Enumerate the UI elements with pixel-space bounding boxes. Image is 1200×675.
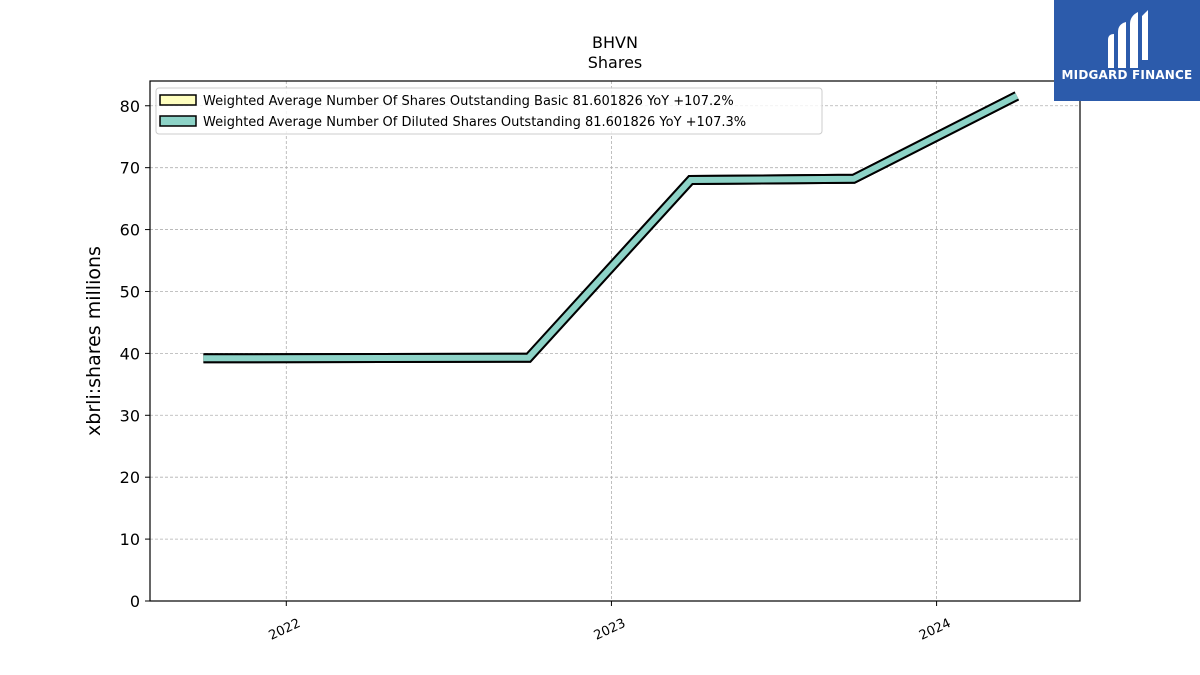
y-tick-label: 70 [120,159,140,178]
x-tick-label: 2023 [592,616,628,644]
y-tick-label: 40 [120,344,140,363]
plot-frame [149,80,1081,602]
legend-box [155,87,823,135]
midgard-logo-icon [1108,10,1148,68]
y-tick-label: 10 [120,530,140,549]
y-tick-label: 30 [120,406,140,425]
x-tick-label: 2022 [267,616,303,644]
x-tick-label: 2024 [917,616,953,644]
y-tick-label: 20 [120,468,140,487]
y-axis-label: xbrli:shares millions [83,246,105,436]
y-tick-label: 0 [130,592,140,611]
legend-swatch-basic [159,94,197,106]
series-outline-0 [203,91,1020,364]
chart-title: BHVN [592,33,638,52]
x-axis: 2022 2023 2024 [267,601,953,644]
legend: Weighted Average Number Of Shares Outsta… [155,87,823,135]
y-tick-label: 80 [120,97,140,116]
legend-entry-basic: Weighted Average Number Of Shares Outsta… [203,94,734,109]
legend-entry-diluted: Weighted Average Number Of Diluted Share… [203,115,746,130]
legend-swatch-diluted [159,115,197,127]
brand-logo: MIDGARD FINANCE [1054,0,1200,101]
y-axis: 0 10 20 30 40 50 60 70 80 [120,97,150,611]
series-group [203,91,1020,364]
y-tick-label: 60 [120,221,140,240]
brand-name: MIDGARD FINANCE [1061,68,1193,82]
series-line-0 [203,93,1019,362]
y-tick-label: 50 [120,282,140,301]
series-line-1 [203,93,1019,362]
chart-subtitle: Shares [588,53,643,72]
series-outline-1 [203,91,1020,364]
grid [150,81,1080,602]
